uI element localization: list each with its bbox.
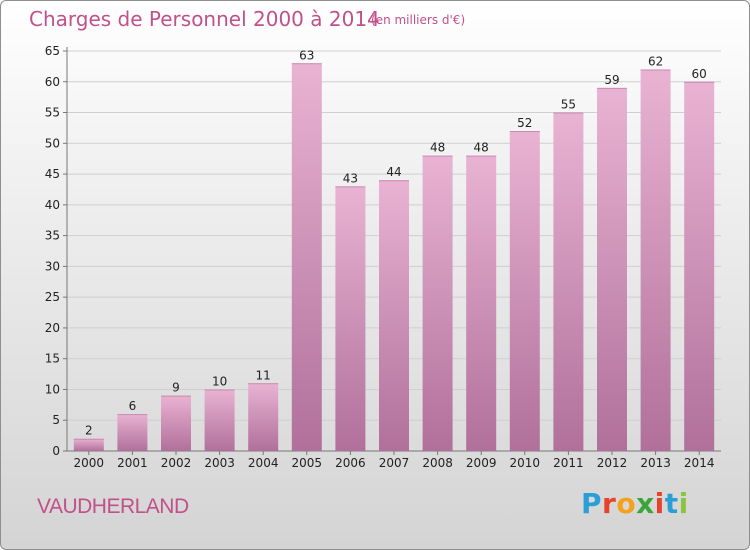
- data-label-2001: 6: [129, 399, 137, 413]
- logo-letter: o: [616, 487, 637, 520]
- bar-2008: [422, 155, 453, 451]
- data-label-2008: 48: [430, 141, 445, 155]
- data-label-2005: 63: [299, 48, 314, 62]
- commune-name: VAUDHERLAND: [37, 495, 189, 518]
- bar-2002: [161, 395, 191, 451]
- bars: [73, 63, 715, 452]
- bar-2003: [204, 389, 235, 451]
- bar-2004: [248, 383, 279, 451]
- y-tick-label: 55: [45, 106, 60, 120]
- y-tick-label: 40: [45, 198, 60, 212]
- data-label-2011: 55: [561, 98, 576, 112]
- data-label-2014: 60: [692, 67, 707, 81]
- y-tick-label: 65: [45, 44, 60, 58]
- data-label-2009: 48: [474, 141, 489, 155]
- x-tick-label-2008: 2008: [422, 456, 453, 470]
- x-tick-label-2002: 2002: [161, 456, 192, 470]
- x-tick-label-2005: 2005: [292, 456, 323, 470]
- x-tick-label-2001: 2001: [117, 456, 148, 470]
- bar-2011: [553, 112, 584, 452]
- bar-2005: [291, 63, 322, 452]
- chart-title: Charges de Personnel 2000 à 2014: [29, 7, 380, 31]
- y-tick-label: 45: [45, 167, 60, 181]
- data-label-2003: 10: [212, 374, 227, 388]
- labels: 0 5 10 15 20 25 30 35 40 45 50 55 60 65 2 2000 6 2001 9 200…: [45, 44, 715, 470]
- data-label-2006: 43: [343, 171, 358, 185]
- data-label-2007: 44: [386, 165, 401, 179]
- x-tick-label-2009: 2009: [466, 456, 497, 470]
- logo-letter: P: [581, 487, 603, 520]
- bar-2012: [597, 87, 627, 451]
- y-tick-label: 50: [45, 136, 60, 150]
- x-tick-label-2007: 2007: [379, 456, 410, 470]
- data-label-2000: 2: [85, 424, 93, 438]
- data-label-2010: 52: [517, 116, 532, 130]
- x-tick-label-2006: 2006: [335, 456, 366, 470]
- chart-subtitle: (en milliers d'€): [371, 13, 466, 27]
- x-tick-label-2013: 2013: [640, 456, 671, 470]
- y-tick-label: 25: [45, 290, 60, 304]
- bar-2010: [509, 131, 540, 451]
- x-tick-label-2011: 2011: [553, 456, 584, 470]
- y-tick-label: 35: [45, 229, 60, 243]
- bar-2007: [379, 180, 409, 451]
- logo-letter: r: [602, 487, 617, 520]
- x-tick-label-2004: 2004: [248, 456, 279, 470]
- y-tick-label: 5: [52, 413, 60, 427]
- x-tick-label-2014: 2014: [684, 456, 715, 470]
- bar-2001: [117, 414, 148, 451]
- y-tick-label: 0: [52, 444, 60, 458]
- logo-letter: i: [654, 487, 665, 520]
- y-tick-label: 60: [45, 75, 60, 89]
- y-tick-label: 20: [45, 321, 60, 335]
- bar-2013: [640, 69, 671, 451]
- x-tick-label-2000: 2000: [74, 456, 105, 470]
- x-tick-label-2012: 2012: [597, 456, 628, 470]
- bar-2009: [466, 155, 497, 451]
- logo-letter: x: [636, 487, 655, 520]
- logo-letter: i: [678, 487, 689, 520]
- y-tick-label: 10: [45, 382, 60, 396]
- bar-2000: [73, 438, 104, 451]
- data-label-2012: 59: [604, 73, 619, 87]
- bar-2006: [335, 186, 366, 451]
- data-label-2002: 9: [172, 381, 180, 395]
- data-label-2004: 11: [256, 368, 271, 382]
- x-tick-label-2010: 2010: [510, 456, 541, 470]
- bar-2014: [684, 81, 715, 452]
- data-label-2013: 62: [648, 54, 663, 68]
- y-tick-label: 15: [45, 352, 60, 366]
- proxiti-logo: Proxiti: [581, 487, 689, 520]
- y-tick-label: 30: [45, 259, 60, 273]
- x-tick-label-2003: 2003: [204, 456, 235, 470]
- logo-letter: t: [664, 487, 679, 520]
